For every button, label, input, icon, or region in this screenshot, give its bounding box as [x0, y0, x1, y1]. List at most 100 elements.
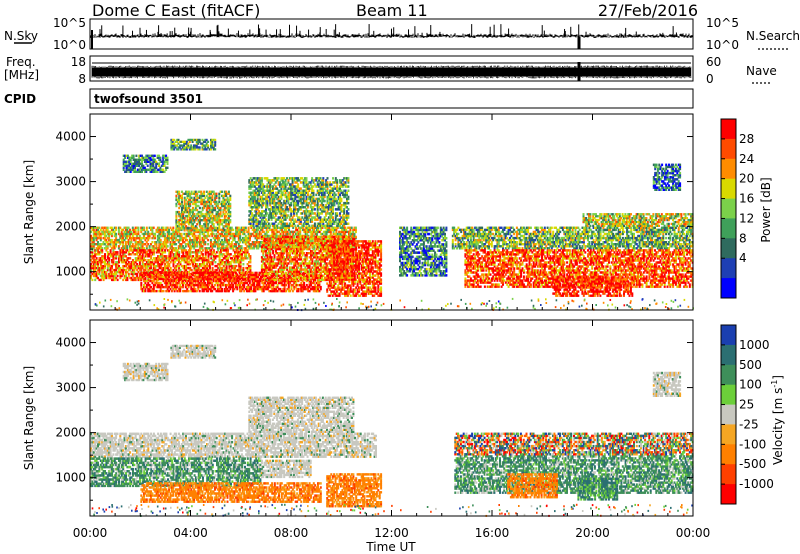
range-cell [162, 275, 165, 279]
range-cell [328, 230, 331, 234]
range-cell [158, 247, 161, 250]
range-cell [144, 236, 147, 240]
range-cell [235, 234, 237, 238]
range-cell [136, 274, 139, 278]
range-cell [99, 261, 102, 264]
range-cell [104, 274, 106, 278]
range-cell [119, 232, 122, 236]
range-cell [204, 230, 207, 234]
freq-unit-label: [MHz] [4, 68, 39, 82]
range-cell [201, 230, 204, 234]
range-cell [158, 226, 161, 229]
range-cell [95, 259, 98, 262]
range-cell [176, 283, 179, 287]
range-cell [117, 247, 120, 250]
range-cell [91, 238, 94, 242]
range-cell [126, 278, 129, 282]
range-cell [190, 238, 193, 242]
range-cell [129, 241, 131, 244]
range-cell [271, 230, 274, 234]
range-cell [223, 241, 226, 244]
range-cell [158, 234, 161, 238]
range-cell [103, 230, 106, 234]
range-cell [97, 247, 99, 250]
range-cell [225, 232, 228, 236]
range-cell [232, 271, 235, 275]
range-cell [141, 245, 144, 248]
range-cell [289, 230, 292, 234]
range-cell [168, 234, 171, 238]
range-cell [102, 268, 105, 272]
range-cell [127, 230, 130, 234]
range-cell [163, 228, 166, 232]
range-cell [90, 274, 92, 278]
range-cell [110, 241, 113, 244]
range-cell [159, 234, 162, 238]
range-cell [184, 236, 187, 240]
range-cell [177, 247, 180, 250]
range-cell [112, 230, 115, 234]
range-cell [258, 234, 261, 238]
range-cell [95, 243, 98, 246]
range-cell [169, 241, 172, 244]
range-cell [354, 228, 357, 232]
range-cell [313, 226, 316, 229]
range-cell [131, 236, 134, 240]
range-cell [123, 259, 126, 262]
range-cell [208, 247, 211, 250]
range-cell [194, 238, 197, 242]
range-cell [108, 243, 111, 246]
range-cell [170, 228, 173, 232]
range-cell [265, 226, 268, 229]
range-cell [120, 268, 123, 272]
range-cell [123, 268, 126, 272]
range-cell [148, 268, 151, 272]
range-cell [91, 253, 94, 256]
range-cell [104, 261, 106, 264]
range-cell [182, 245, 184, 248]
range-cell [339, 226, 342, 229]
range-cell [90, 255, 92, 258]
range-cell [104, 264, 106, 268]
range-cell [133, 266, 136, 270]
range-cell [147, 264, 150, 268]
range-cell [126, 266, 129, 270]
range-cell [179, 228, 182, 232]
range-cell [214, 245, 217, 248]
range-cell [221, 271, 223, 275]
range-cell [152, 249, 155, 252]
range-cell [196, 238, 198, 242]
range-cell [155, 245, 158, 248]
range-cell [115, 257, 118, 260]
range-cell [240, 228, 243, 232]
range-cell [118, 264, 120, 268]
range-cell [276, 226, 279, 229]
range-cell [258, 243, 261, 246]
range-cell [90, 264, 92, 268]
range-cell [156, 226, 159, 229]
range-cell [131, 274, 134, 278]
range-cell [113, 243, 116, 246]
range-cell [281, 226, 283, 229]
range-cell [117, 241, 120, 244]
range-cell [106, 261, 109, 264]
range-cell [239, 236, 242, 240]
range-cell [225, 275, 228, 279]
range-cell [202, 234, 205, 238]
range-cell [91, 241, 94, 244]
range-cell [95, 232, 98, 236]
range-cell [202, 232, 205, 236]
range-cell [152, 226, 155, 229]
range-cell [268, 228, 271, 232]
range-cell [122, 261, 125, 264]
range-cell [115, 228, 118, 232]
range-cell [115, 266, 118, 270]
range-cell [232, 245, 235, 248]
range-cell [155, 243, 158, 246]
range-cell [219, 247, 222, 250]
range-cell [106, 236, 109, 240]
range-cell [204, 234, 207, 238]
range-cell [341, 226, 343, 229]
range-cell [129, 247, 131, 250]
range-cell [127, 263, 130, 266]
